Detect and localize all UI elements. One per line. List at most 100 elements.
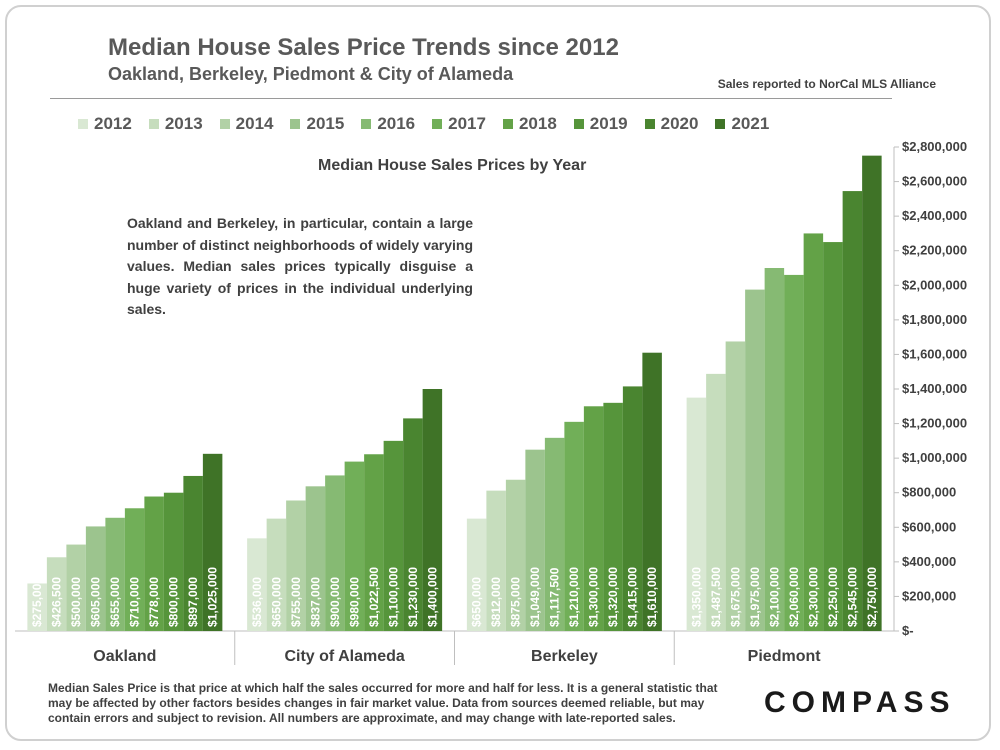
bar-2021 [202, 453, 223, 631]
y-tick-label: $1,600,000 [902, 346, 967, 361]
data-label: $2,100,000 [767, 567, 781, 627]
y-tick-label: $200,000 [902, 588, 956, 603]
legend-label: 2012 [94, 114, 132, 133]
category-label: Berkeley [531, 648, 598, 665]
bar-2018 [803, 233, 824, 631]
bar-2013 [46, 557, 67, 631]
data-label: $778,000 [147, 577, 161, 627]
bar-2018 [364, 454, 384, 631]
data-label: $1,400,000 [425, 567, 439, 627]
bar-2018 [144, 496, 164, 631]
data-label: $2,750,000 [865, 567, 879, 627]
data-label: $2,545,000 [845, 567, 859, 627]
y-tick-label: $1,000,000 [902, 450, 967, 465]
data-label: $980,000 [347, 577, 361, 627]
legend-swatch [432, 119, 443, 129]
legend-item-2019: 2019 [573, 114, 628, 134]
legend-swatch [148, 119, 159, 129]
bar-2014 [505, 479, 526, 631]
y-tick-label: $2,600,000 [902, 174, 967, 189]
bar-2017 [564, 421, 584, 631]
data-label: $1,610,000 [645, 567, 659, 627]
data-label: $1,675,000 [728, 567, 742, 627]
data-label: $655,000 [108, 577, 122, 627]
data-label: $1,415,000 [626, 567, 640, 627]
y-tick-label: $1,200,000 [902, 416, 967, 431]
bar-2012 [686, 397, 707, 631]
bar-2020 [183, 475, 203, 631]
footnote: Median Sales Price is that price at whic… [48, 681, 718, 725]
chart-annotation: Oakland and Berkeley, in particular, con… [127, 215, 473, 317]
legend-swatch [644, 119, 655, 129]
y-tick-label: $- [902, 623, 914, 638]
bar-2021 [642, 352, 662, 631]
category-label: Oakland [93, 648, 156, 665]
bar-2014 [286, 500, 306, 631]
data-label: $536,000 [250, 577, 264, 627]
legend-swatch [361, 119, 372, 129]
source-note: Sales reported to NorCal MLS Alliance [717, 77, 936, 91]
legend-item-2014: 2014 [219, 114, 273, 134]
legend-swatch [219, 119, 230, 129]
bar-2012 [247, 538, 267, 631]
bar-2021 [422, 389, 443, 631]
bar-2021 [862, 155, 882, 631]
y-tick-label: $2,800,000 [902, 139, 967, 154]
bar-2016 [105, 517, 125, 631]
bar-2020 [622, 386, 643, 631]
data-label: $1,230,000 [406, 567, 420, 627]
data-label: $1,487,500 [709, 567, 723, 627]
legend-item-2016: 2016 [361, 114, 415, 134]
legend-label: 2018 [518, 114, 557, 133]
data-label: $800,000 [167, 577, 181, 627]
legend-item-2013: 2013 [148, 114, 203, 134]
data-label: $500,000 [69, 577, 83, 627]
category-label: Piedmont [748, 648, 822, 665]
data-label: $1,049,000 [528, 567, 542, 627]
legend-item-2015: 2015 [290, 114, 344, 134]
bar-2017 [784, 274, 804, 631]
bar-2013 [486, 490, 506, 631]
page-title: Median House Sales Price Trends since 20… [108, 34, 619, 61]
bar-2019 [823, 242, 843, 632]
bar-2019 [383, 440, 404, 631]
data-label: $426,500 [50, 577, 64, 627]
bar-2015 [305, 486, 326, 631]
bar-2012 [27, 583, 47, 631]
legend-swatch [715, 119, 726, 129]
data-label: $900,000 [328, 577, 342, 627]
bar-2019 [603, 402, 623, 631]
legend-item-2021: 2021 [715, 114, 769, 134]
legend-label: 2017 [448, 114, 486, 133]
header-divider [50, 98, 892, 99]
data-label: $275,000 [30, 577, 44, 627]
category-label: City of Alameda [284, 648, 404, 665]
bar-2016 [325, 475, 345, 631]
legend-swatch [573, 119, 584, 129]
data-label: $650,000 [470, 577, 484, 627]
legend-label: 2019 [589, 114, 628, 133]
y-tick-label: $2,000,000 [902, 277, 967, 292]
bar-2012 [466, 518, 487, 631]
bar-2017 [124, 508, 145, 631]
data-label: $1,025,000 [206, 567, 220, 627]
bar-2016 [544, 437, 565, 631]
data-label: $812,000 [489, 577, 503, 627]
legend-label: 2013 [164, 114, 203, 133]
legend-label: 2016 [377, 114, 416, 133]
bar-2015 [85, 526, 106, 631]
slide-frame [5, 5, 991, 741]
y-tick-label: $1,800,000 [902, 312, 967, 327]
chart-legend: 2012 2013 2014 2015 2016 2017 2018 2019 2020 2021 [78, 114, 786, 134]
data-label: $875,000 [509, 577, 523, 627]
data-label: $897,000 [186, 577, 200, 627]
data-label: $837,000 [308, 577, 322, 627]
legend-item-2018: 2018 [502, 114, 557, 134]
legend-label: 2020 [660, 114, 699, 133]
y-tick-label: $1,400,000 [902, 381, 967, 396]
bar-2020 [842, 191, 863, 632]
data-label: $710,000 [128, 577, 142, 627]
legend-item-2020: 2020 [644, 114, 699, 134]
data-label: $1,320,000 [606, 567, 620, 627]
